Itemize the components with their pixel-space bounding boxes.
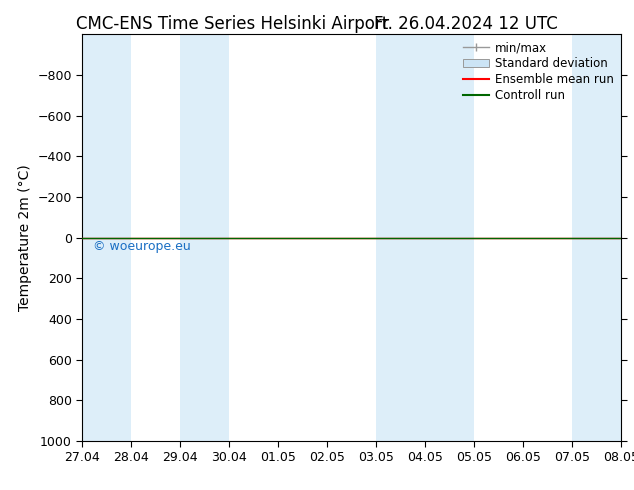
Bar <box>573 34 621 441</box>
Text: © woeurope.eu: © woeurope.eu <box>93 240 191 253</box>
Legend: min/max, Standard deviation, Ensemble mean run, Controll run: min/max, Standard deviation, Ensemble me… <box>459 37 619 107</box>
Y-axis label: Temperature 2m (°C): Temperature 2m (°C) <box>18 164 32 311</box>
Bar <box>181 34 230 441</box>
Text: CMC-ENS Time Series Helsinki Airport: CMC-ENS Time Series Helsinki Airport <box>76 15 389 33</box>
Bar <box>377 34 474 441</box>
Bar <box>82 34 131 441</box>
Text: Fr. 26.04.2024 12 UTC: Fr. 26.04.2024 12 UTC <box>374 15 558 33</box>
